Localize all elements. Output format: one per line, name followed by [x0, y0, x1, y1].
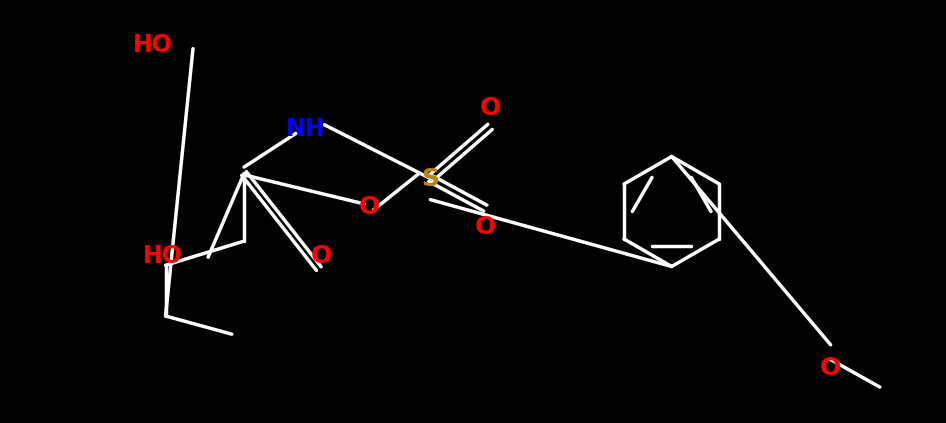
Text: HO: HO [133, 33, 173, 57]
Text: O: O [475, 215, 496, 239]
Text: O: O [359, 195, 379, 219]
Text: O: O [311, 244, 332, 268]
Text: NH: NH [286, 117, 325, 141]
Text: S: S [421, 167, 440, 190]
Text: O: O [820, 356, 841, 380]
Text: O: O [480, 96, 500, 120]
Text: HO: HO [143, 244, 183, 268]
